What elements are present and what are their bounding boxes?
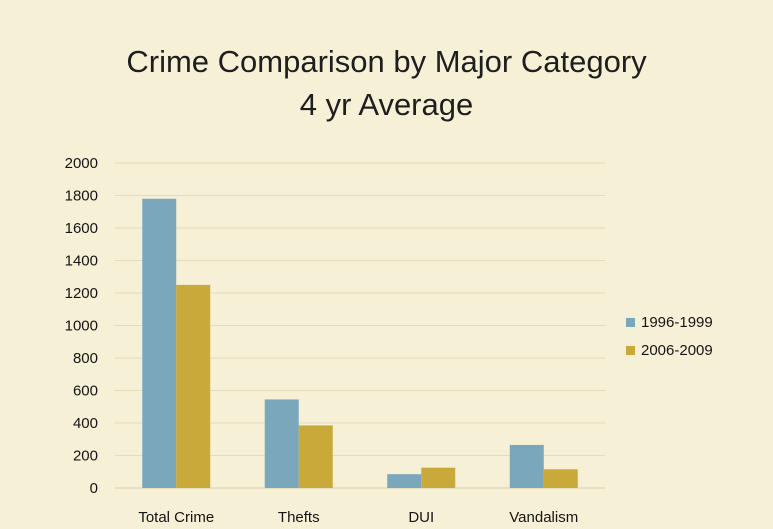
x-axis: Total Crime Thefts DUI Vandalism: [138, 509, 578, 526]
bar: [543, 469, 578, 488]
bar: [387, 474, 422, 488]
x-tick-label: Thefts: [278, 509, 320, 526]
y-tick-label: 1400: [65, 253, 98, 270]
bar: [298, 425, 333, 488]
bar: [142, 198, 177, 488]
y-tick-label: 1600: [65, 220, 98, 237]
bar: [264, 399, 299, 488]
legend: 1996-1999 2006-2009: [626, 314, 713, 359]
bar: [509, 444, 544, 488]
legend-label: 1996-1999: [641, 314, 713, 331]
y-tick-label: 1200: [65, 285, 98, 302]
y-tick-label: 600: [73, 383, 98, 400]
legend-swatch: [626, 346, 635, 355]
x-tick-label: Vandalism: [509, 509, 578, 526]
bars: [142, 198, 578, 488]
bar: [421, 467, 456, 488]
bar: [176, 284, 211, 488]
y-axis: 0 200 400 600 800 1000 1200 1400 1600 1800 2000: [65, 155, 98, 497]
y-tick-label: 800: [73, 350, 98, 367]
y-tick-label: 1800: [65, 188, 98, 205]
y-tick-label: 0: [90, 480, 98, 497]
legend-swatch: [626, 318, 635, 327]
legend-label: 2006-2009: [641, 342, 713, 359]
chart-subtitle: 4 yr Average: [299, 87, 474, 122]
x-tick-label: DUI: [408, 509, 434, 526]
y-tick-label: 400: [73, 415, 98, 432]
y-tick-label: 2000: [65, 155, 98, 172]
y-tick-label: 200: [73, 448, 98, 465]
chart-title: Crime Comparison by Major Category: [126, 44, 647, 79]
y-tick-label: 1000: [65, 318, 98, 335]
x-tick-label: Total Crime: [138, 509, 214, 526]
